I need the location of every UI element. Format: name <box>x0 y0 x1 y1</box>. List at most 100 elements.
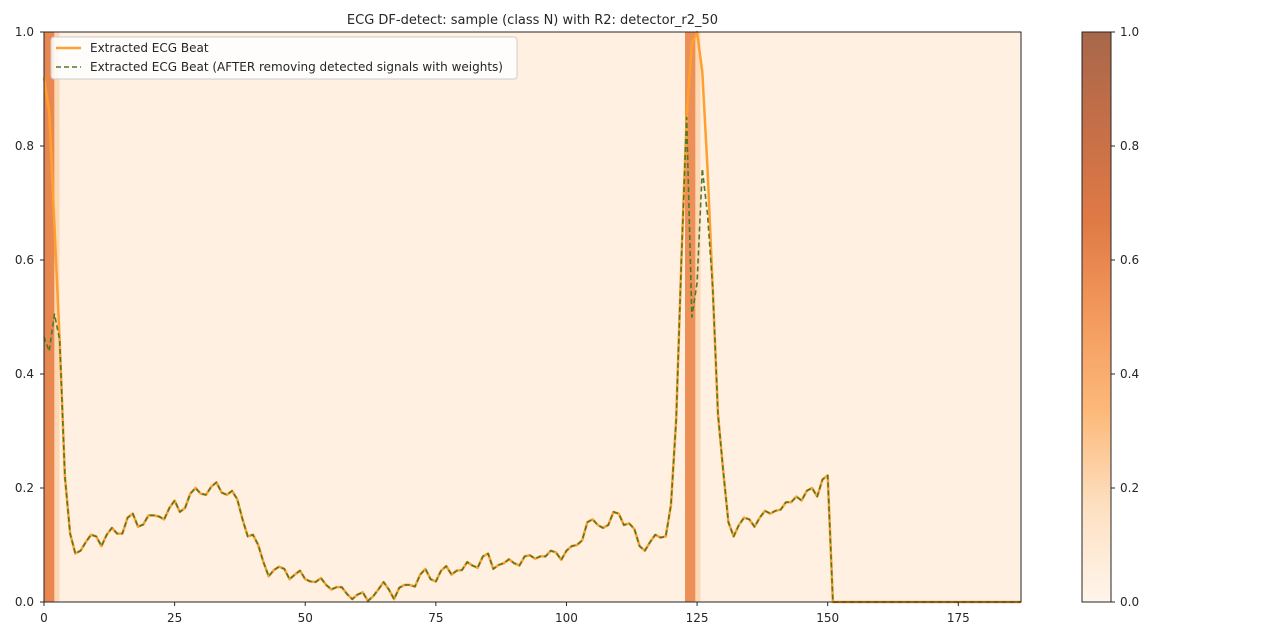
heat-cell <box>855 32 862 602</box>
x-tick-label: 0 <box>40 611 48 625</box>
heat-cell <box>142 32 148 602</box>
heat-cell <box>240 32 247 602</box>
heat-cell <box>927 32 934 602</box>
heat-cell <box>214 32 221 602</box>
heat-cell <box>426 32 433 602</box>
heat-cell <box>69 32 76 602</box>
heat-cell <box>767 32 774 602</box>
heat-cell <box>902 32 908 602</box>
heat-cell <box>819 32 826 602</box>
x-tick-label: 75 <box>428 611 443 625</box>
colorbar-tick-label: 0.8 <box>1120 139 1139 153</box>
heat-cell <box>576 32 583 602</box>
heat-cell <box>571 32 578 602</box>
heat-cell <box>168 32 174 602</box>
x-tick-label: 50 <box>298 611 313 625</box>
heat-cell <box>157 32 164 602</box>
y-tick-label: 0.8 <box>15 139 34 153</box>
x-tick-label: 150 <box>816 611 839 625</box>
heat-cell <box>612 32 619 602</box>
heat-cell <box>323 32 329 602</box>
x-tick-label: 175 <box>947 611 970 625</box>
heat-cell <box>679 32 686 602</box>
heat-cell <box>255 32 262 602</box>
heat-cell <box>586 32 593 602</box>
heat-cell <box>395 32 402 602</box>
heat-cell <box>850 32 857 602</box>
heat-cell <box>545 32 552 602</box>
heat-cell <box>824 32 831 602</box>
heat-cell <box>953 32 960 602</box>
heat-cell <box>488 32 495 602</box>
heat-cell <box>638 32 645 602</box>
heat-cell <box>721 32 727 602</box>
heat-cell <box>803 32 810 602</box>
heat-cell <box>75 32 81 602</box>
heat-cell <box>757 32 764 602</box>
heat-cell <box>995 32 1001 602</box>
heat-cell <box>664 32 671 602</box>
heat-cell <box>741 32 748 602</box>
heat-cell <box>814 32 820 602</box>
heat-cell <box>607 32 614 602</box>
heat-cell <box>411 32 417 602</box>
heat-cell <box>648 32 655 602</box>
heat-cell <box>49 32 55 602</box>
heat-cell <box>550 32 557 602</box>
heat-cell <box>95 32 102 602</box>
heat-cell <box>1010 32 1017 602</box>
heat-cell <box>473 32 479 602</box>
heat-cell <box>328 32 335 602</box>
heat-cell <box>731 32 738 602</box>
colorbar-tick-label: 0.4 <box>1120 367 1139 381</box>
heat-cell <box>881 32 888 602</box>
heat-cell <box>778 32 784 602</box>
heat-cell <box>716 32 722 602</box>
heat-cell <box>219 32 226 602</box>
y-axis-ticks: 0.0 0.2 0.4 0.6 0.8 1.0 <box>15 25 44 609</box>
colorbar-tick-label: 0.0 <box>1120 595 1139 609</box>
heat-cell <box>250 32 257 602</box>
heat-cell <box>979 32 986 602</box>
heat-cell <box>152 32 159 602</box>
heat-cell <box>540 32 547 602</box>
heat-cell <box>964 32 970 602</box>
heat-cell <box>514 32 521 602</box>
heat-cell <box>829 32 836 602</box>
heat-cell <box>643 32 650 602</box>
heat-cell <box>845 32 852 602</box>
heat-cell <box>90 32 97 602</box>
heat-cell <box>989 32 996 602</box>
y-tick-label: 0.2 <box>15 481 34 495</box>
heat-cell <box>271 32 278 602</box>
heat-cell <box>865 32 872 602</box>
heat-cell <box>54 32 61 602</box>
heat-cell <box>834 32 841 602</box>
heat-cell <box>886 32 893 602</box>
heat-cell <box>354 32 360 602</box>
heat-cell <box>374 32 381 602</box>
colorbar-tick-label: 1.0 <box>1120 25 1139 39</box>
legend-box <box>50 36 518 80</box>
heat-cell <box>137 32 143 602</box>
y-tick-label: 0.0 <box>15 595 34 609</box>
heat-cell <box>193 32 200 602</box>
heat-cell <box>860 32 867 602</box>
colorbar-tick-label: 0.2 <box>1120 481 1139 495</box>
heat-cell <box>400 32 407 602</box>
heat-cell <box>230 32 236 602</box>
heat-cell <box>188 32 195 602</box>
heat-cell <box>307 32 314 602</box>
heat-cell <box>581 32 588 602</box>
heat-cell <box>59 32 66 602</box>
heat-cell <box>617 32 624 602</box>
heat-cell <box>162 32 169 602</box>
heat-cell <box>224 32 231 602</box>
legend-label-after-removal: Extracted ECG Beat (AFTER removing detec… <box>90 60 503 74</box>
heat-cell <box>1015 32 1022 602</box>
y-tick-label: 1.0 <box>15 25 34 39</box>
heat-cell <box>519 32 526 602</box>
heat-cell <box>436 32 443 602</box>
heat-cell <box>498 32 505 602</box>
